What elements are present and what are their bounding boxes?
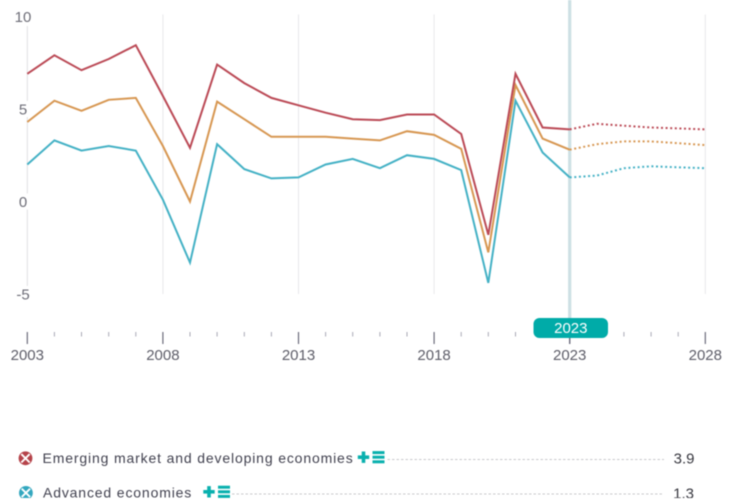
svg-text:3.9: 3.9	[674, 451, 695, 468]
svg-text:0: 0	[19, 194, 27, 211]
svg-text:5: 5	[19, 101, 27, 118]
svg-text:-5: -5	[16, 286, 29, 303]
svg-text:2008: 2008	[146, 347, 179, 364]
svg-text:Advanced economies: Advanced economies	[43, 485, 192, 498]
svg-text:2003: 2003	[11, 347, 44, 364]
svg-text:2023: 2023	[554, 320, 587, 337]
svg-text:Emerging market and developing: Emerging market and developing economies	[43, 450, 354, 466]
svg-text:2023: 2023	[553, 347, 586, 364]
svg-text:10: 10	[15, 9, 32, 26]
svg-text:1.3: 1.3	[673, 485, 694, 498]
svg-text:2028: 2028	[689, 347, 722, 364]
svg-text:2018: 2018	[417, 347, 450, 364]
svg-text:2013: 2013	[282, 347, 315, 364]
